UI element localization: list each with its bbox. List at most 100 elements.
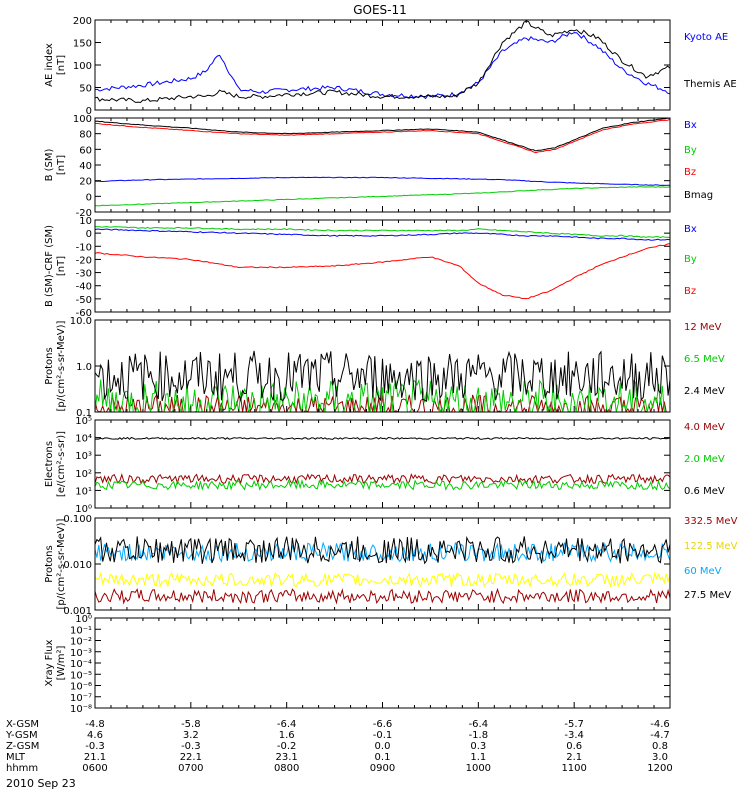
chart-title: GOES-11 bbox=[353, 3, 407, 17]
x-axis-value: 21.1 bbox=[84, 752, 106, 763]
y-axis-label: B (SM) bbox=[44, 148, 55, 181]
y-tick-label: 60 bbox=[79, 145, 92, 156]
y-tick-label: 10² bbox=[75, 469, 92, 480]
x-axis-value: 1.1 bbox=[470, 752, 486, 763]
x-axis-row-label: MLT bbox=[6, 752, 26, 763]
series-line-bz bbox=[95, 118, 670, 154]
x-axis-value: 0800 bbox=[274, 763, 299, 774]
y-tick-label: 100 bbox=[73, 114, 92, 125]
x-axis-row-label: Y-GSM bbox=[5, 730, 38, 741]
y-tick-label: -30 bbox=[76, 269, 92, 280]
y-tick-label: 150 bbox=[73, 39, 92, 50]
x-axis-value: -4.7 bbox=[650, 730, 670, 741]
legend-entry: 4.0 MeV bbox=[684, 422, 725, 433]
legend-entry: By bbox=[684, 145, 697, 156]
y-axis-label: [W/m²] bbox=[56, 645, 67, 680]
x-axis-row-label: X-GSM bbox=[6, 719, 39, 730]
series-line-122-5-mev bbox=[95, 571, 670, 588]
y-tick-label: 10¹ bbox=[75, 486, 92, 497]
y-axis-label: AE index bbox=[44, 43, 55, 87]
y-tick-label: 1.0 bbox=[76, 362, 92, 373]
x-axis-value: -6.6 bbox=[373, 719, 393, 730]
legend-entry: Bz bbox=[684, 286, 696, 297]
series-line-6-5-mev bbox=[95, 378, 670, 412]
panel-frame bbox=[94, 419, 671, 509]
y-axis-label: Protons bbox=[44, 347, 55, 384]
y-tick-label: -60 bbox=[76, 308, 92, 319]
y-axis-label: Protons bbox=[44, 545, 55, 582]
y-tick-label: 0.100 bbox=[63, 514, 92, 525]
legend-entry: 0.6 MeV bbox=[684, 486, 725, 497]
legend-entry: 122.5 MeV bbox=[684, 541, 738, 552]
x-axis-value: -4.6 bbox=[650, 719, 670, 730]
x-axis-value: 0700 bbox=[178, 763, 203, 774]
y-axis-label: [p/(cm²-s-sr-MeV)] bbox=[56, 320, 67, 411]
y-tick-label: 10⁵ bbox=[75, 416, 92, 427]
y-axis-label: [e/(cm²-s-sr)] bbox=[56, 431, 67, 497]
y-tick-label: 200 bbox=[73, 16, 92, 27]
x-axis-value: 0600 bbox=[82, 763, 107, 774]
series-line-by bbox=[95, 186, 670, 207]
series-line-332-5-mev bbox=[95, 587, 670, 605]
panel-6: 332.5 MeV 122.5 MeV 60 MeV 27.5 MeV 0.001 0.0… bbox=[44, 514, 738, 617]
y-tick-label: 0.1 bbox=[76, 408, 92, 419]
x-axis-value: 0.8 bbox=[652, 741, 668, 752]
x-axis-row-label: Z-GSM bbox=[6, 741, 39, 752]
y-tick-label: 10⁴ bbox=[75, 434, 92, 445]
y-axis-label: B (SM)-CRF (SM) bbox=[44, 225, 55, 307]
panel-frame bbox=[94, 617, 671, 709]
series-line-by bbox=[95, 226, 670, 239]
y-tick-label: 10³ bbox=[75, 451, 92, 462]
y-tick-label: 20 bbox=[79, 177, 92, 188]
y-tick-label: 10.0 bbox=[70, 316, 92, 327]
x-axis-value: -5.7 bbox=[564, 719, 584, 730]
y-tick-label: -20 bbox=[76, 255, 92, 266]
y-tick-label: 0 bbox=[86, 192, 92, 203]
series-line-bx bbox=[95, 176, 670, 186]
y-tick-label: 0 bbox=[86, 229, 92, 240]
y-tick-label: -40 bbox=[76, 282, 92, 293]
x-axis-value: -0.1 bbox=[373, 730, 393, 741]
panel-4: 12 MeV 6.5 MeV 2.4 MeV 0.1 1.0 10.0 Protons [p/… bbox=[44, 316, 725, 419]
x-axis-value: 1000 bbox=[466, 763, 491, 774]
legend-entry: Themis AE bbox=[683, 79, 737, 90]
x-axis-value: -0.3 bbox=[85, 741, 105, 752]
panel-5: 4.0 MeV 2.0 MeV 0.6 MeV 10⁰ 10¹ 10² 10³ 10⁴ 10⁵ E… bbox=[44, 416, 725, 515]
y-tick-label: 40 bbox=[79, 161, 92, 172]
legend-entry: Bz bbox=[684, 167, 696, 178]
y-tick-label: 10⁻¹ bbox=[70, 625, 92, 636]
y-tick-label: 100 bbox=[73, 61, 92, 72]
panel-1: Kyoto AE Themis AE 0 50 100 150 200 AE index [nT… bbox=[44, 16, 737, 117]
y-tick-label: 0.010 bbox=[63, 560, 92, 571]
date-label: 2010 Sep 23 bbox=[6, 777, 76, 790]
x-axis-value: -1.8 bbox=[469, 730, 489, 741]
legend-entry: 12 MeV bbox=[684, 322, 722, 333]
x-axis-table: X-GSM -4.8 -5.8 -6.4 -6.6 -6.4 -5.7 -4.6 Y-GSM 4.… bbox=[5, 719, 673, 774]
legend-entry: Bmag bbox=[684, 190, 713, 201]
panel-frame bbox=[94, 517, 671, 611]
x-axis-value: -0.3 bbox=[181, 741, 201, 752]
x-axis-value: -0.2 bbox=[277, 741, 297, 752]
legend-entry: Kyoto AE bbox=[684, 32, 728, 43]
x-axis-value: 3.0 bbox=[652, 752, 668, 763]
y-tick-label: 10⁻³ bbox=[70, 648, 92, 659]
y-axis-label: [nT] bbox=[56, 155, 67, 175]
series-line-kyoto-ae bbox=[95, 32, 670, 100]
x-axis-value: 0.1 bbox=[375, 752, 391, 763]
x-axis-value: 1.6 bbox=[279, 730, 295, 741]
series-line-4-0-mev bbox=[95, 473, 670, 486]
y-tick-label: 10⁰ bbox=[75, 614, 92, 625]
series-line-2-4-mev bbox=[95, 350, 670, 403]
legend-entry: 27.5 MeV bbox=[684, 590, 731, 601]
y-tick-label: 10⁻⁴ bbox=[70, 659, 92, 670]
x-axis-value: -4.8 bbox=[85, 719, 105, 730]
y-tick-label: -10 bbox=[76, 242, 92, 253]
x-axis-value: 2.1 bbox=[566, 752, 582, 763]
panel-frame bbox=[94, 219, 671, 313]
series-line-bz bbox=[95, 243, 670, 300]
series-line-0-6-mev bbox=[95, 436, 670, 440]
y-tick-label: 10 bbox=[79, 216, 92, 227]
x-axis-value: 0.0 bbox=[375, 741, 391, 752]
y-tick-label: 50 bbox=[79, 84, 92, 95]
